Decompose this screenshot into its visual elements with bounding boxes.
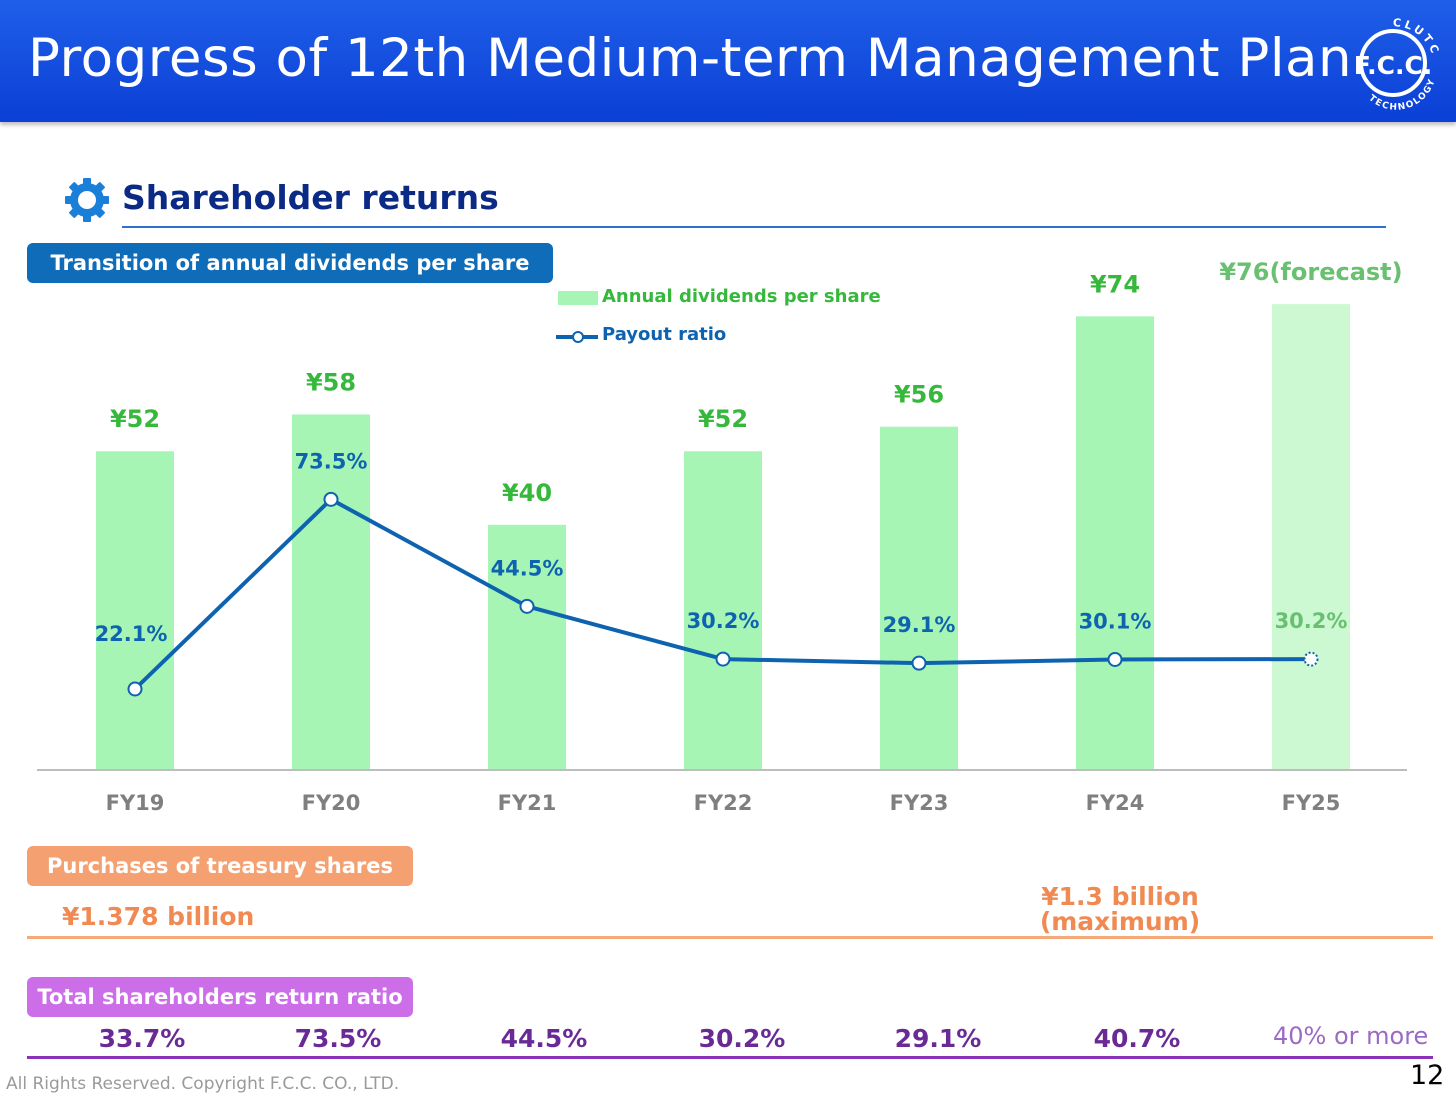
dividends-panel-label: Transition of annual dividends per share <box>27 243 553 283</box>
payout-label-fy22: 30.2% <box>687 609 760 633</box>
bar-fy21 <box>488 524 566 770</box>
x-tick-fy19: FY19 <box>106 791 165 815</box>
bar-label-fy24: ¥74 <box>1090 270 1140 298</box>
bar-fy22 <box>684 451 762 770</box>
bar-label-fy25: ¥76(forecast) <box>1219 258 1402 286</box>
total-return-value: 44.5% <box>500 1024 588 1053</box>
section-title: Shareholder returns <box>122 178 499 217</box>
payout-label-fy23: 29.1% <box>883 613 956 637</box>
bar-label-fy22: ¥52 <box>698 405 748 433</box>
legend-label-dividends: Annual dividends per share <box>602 286 881 307</box>
payout-point-fy24 <box>1107 651 1123 667</box>
bar-label-fy21: ¥40 <box>502 479 552 507</box>
bar-fy23 <box>880 426 958 770</box>
x-tick-fy24: FY24 <box>1086 791 1145 815</box>
x-tick-fy21: FY21 <box>498 791 557 815</box>
treasury-plan-amount: ¥1.3 billion <box>1041 882 1199 911</box>
total-return-target: 40% or more <box>1273 1022 1429 1050</box>
x-tick-fy23: FY23 <box>890 791 949 815</box>
total-return-divider <box>27 1056 1433 1059</box>
bar-fy20 <box>292 414 370 770</box>
logo-main-text: F.C.C. <box>1354 51 1433 80</box>
copyright-notice: All Rights Reserved. Copyright F.C.C. CO… <box>6 1074 400 1094</box>
bar-fy19 <box>96 451 174 770</box>
payout-label-fy20: 73.5% <box>295 449 368 473</box>
bar-label-fy20: ¥58 <box>306 368 356 396</box>
legend-swatch-dividends <box>558 291 598 305</box>
legend-marker-payout <box>572 331 584 343</box>
treasury-plan-note: (maximum) <box>1039 907 1201 936</box>
slide-header: Progress of 12th Medium-term Management … <box>0 0 1456 122</box>
section-divider <box>122 226 1386 228</box>
x-tick-fy25: FY25 <box>1282 791 1341 815</box>
payout-point-fy21 <box>519 598 535 614</box>
total-return-panel-label: Total shareholders return ratio <box>27 977 413 1017</box>
payout-label-fy25: 30.2% <box>1275 609 1348 633</box>
x-tick-fy22: FY22 <box>694 791 753 815</box>
bar-fy24 <box>1076 316 1154 770</box>
payout-label-fy19: 22.1% <box>95 622 168 646</box>
payout-label-fy24: 30.1% <box>1079 609 1152 633</box>
total-return-value: 30.2% <box>698 1024 786 1053</box>
total-return-value: 29.1% <box>894 1024 982 1053</box>
total-return-value: 40.7% <box>1093 1024 1181 1053</box>
payout-point-fy20 <box>323 491 339 507</box>
total-return-value: 73.5% <box>294 1024 382 1053</box>
bar-label-fy19: ¥52 <box>110 405 160 433</box>
treasury-plan-value: ¥1.3 billion (maximum) <box>1030 884 1210 934</box>
x-tick-fy20: FY20 <box>302 791 361 815</box>
bar-fy25 <box>1272 304 1350 770</box>
chart-legend: Annual dividends per share Payout ratio <box>556 286 881 345</box>
slide-title: Progress of 12th Medium-term Management … <box>28 28 1353 89</box>
treasury-divider <box>27 936 1433 939</box>
fcc-logo: F.C.C. CLUTCH TECHNOLOGY <box>1340 10 1439 113</box>
legend-label-payout: Payout ratio <box>602 324 726 345</box>
payout-point-fy23 <box>911 655 927 671</box>
bar-label-fy23: ¥56 <box>894 381 944 409</box>
payout-label-fy21: 44.5% <box>491 556 564 580</box>
treasury-past-value: ¥1.378 billion <box>62 902 255 931</box>
treasury-panel-label: Purchases of treasury shares <box>27 846 413 886</box>
payout-point-fy22 <box>715 651 731 667</box>
page-number: 12 <box>1410 1060 1445 1091</box>
payout-point-fy19 <box>127 681 143 697</box>
payout-point-fy25 <box>1303 651 1319 667</box>
total-return-value: 33.7% <box>98 1024 186 1053</box>
gear-icon <box>65 178 109 222</box>
